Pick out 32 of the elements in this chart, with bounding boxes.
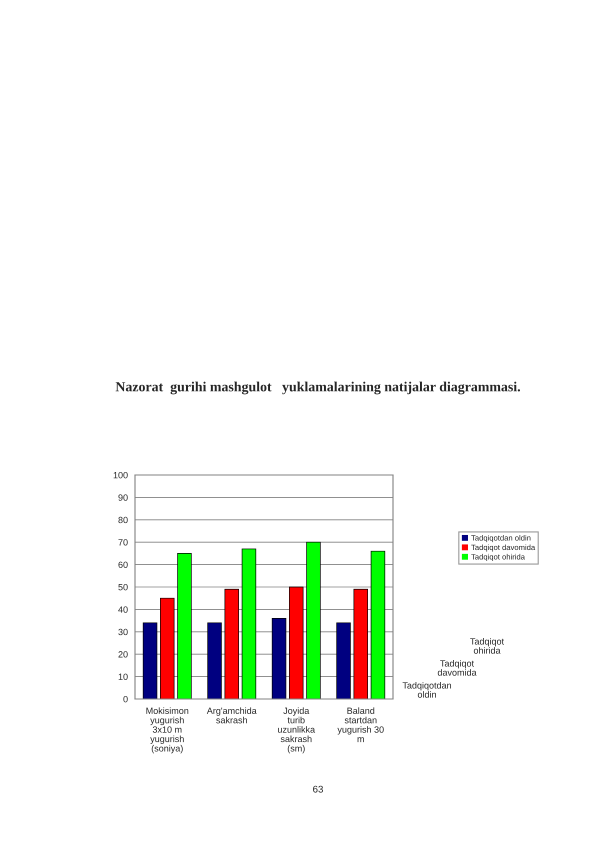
y-tick-label: 10: [118, 674, 128, 680]
bar: [306, 542, 321, 699]
text: Tadqiqotdan oldin: [402, 682, 452, 698]
y-tick-label: 100: [114, 472, 128, 478]
bar: [207, 622, 222, 699]
bar: [242, 548, 256, 699]
bar: [177, 553, 192, 699]
y-tick-label: 80: [118, 516, 128, 524]
x-tick-label: Mokisimon yugurish 3x10 m yugurish (soniya): [146, 707, 188, 754]
x-tick-label: Arg'amchida sakrash: [206, 707, 257, 724]
y-tick-label: 20: [118, 651, 128, 658]
text: Tadqiqot ohirida: [470, 638, 504, 654]
y-tick-label: 0: [123, 696, 128, 702]
bar: [354, 588, 368, 699]
y-tick-label: 70: [118, 539, 128, 546]
x-tick-label: Joyida turib uzunlikka sakrash (sm): [278, 707, 316, 754]
text: 63: [313, 786, 323, 793]
chart-title: Nazorat gurihi mashgulot yuklamalarining natijalar diagrammasi.: [116, 382, 520, 394]
y-tick-label: 90: [118, 494, 128, 501]
bar: [289, 586, 304, 699]
y-tick-label: 60: [118, 562, 128, 568]
bar: [272, 618, 286, 699]
bar: [370, 550, 386, 699]
text: Tadqiqot davomida: [438, 660, 477, 676]
y-tick-label: 40: [118, 606, 128, 613]
bar: [336, 622, 351, 699]
y-tick-label: 30: [118, 628, 128, 636]
x-tick-label: Baland startdan yugurish 30 m: [337, 707, 384, 742]
y-tick-label: 50: [118, 584, 128, 590]
bar: [142, 622, 158, 699]
bar: [160, 598, 174, 699]
bar: [224, 588, 239, 699]
